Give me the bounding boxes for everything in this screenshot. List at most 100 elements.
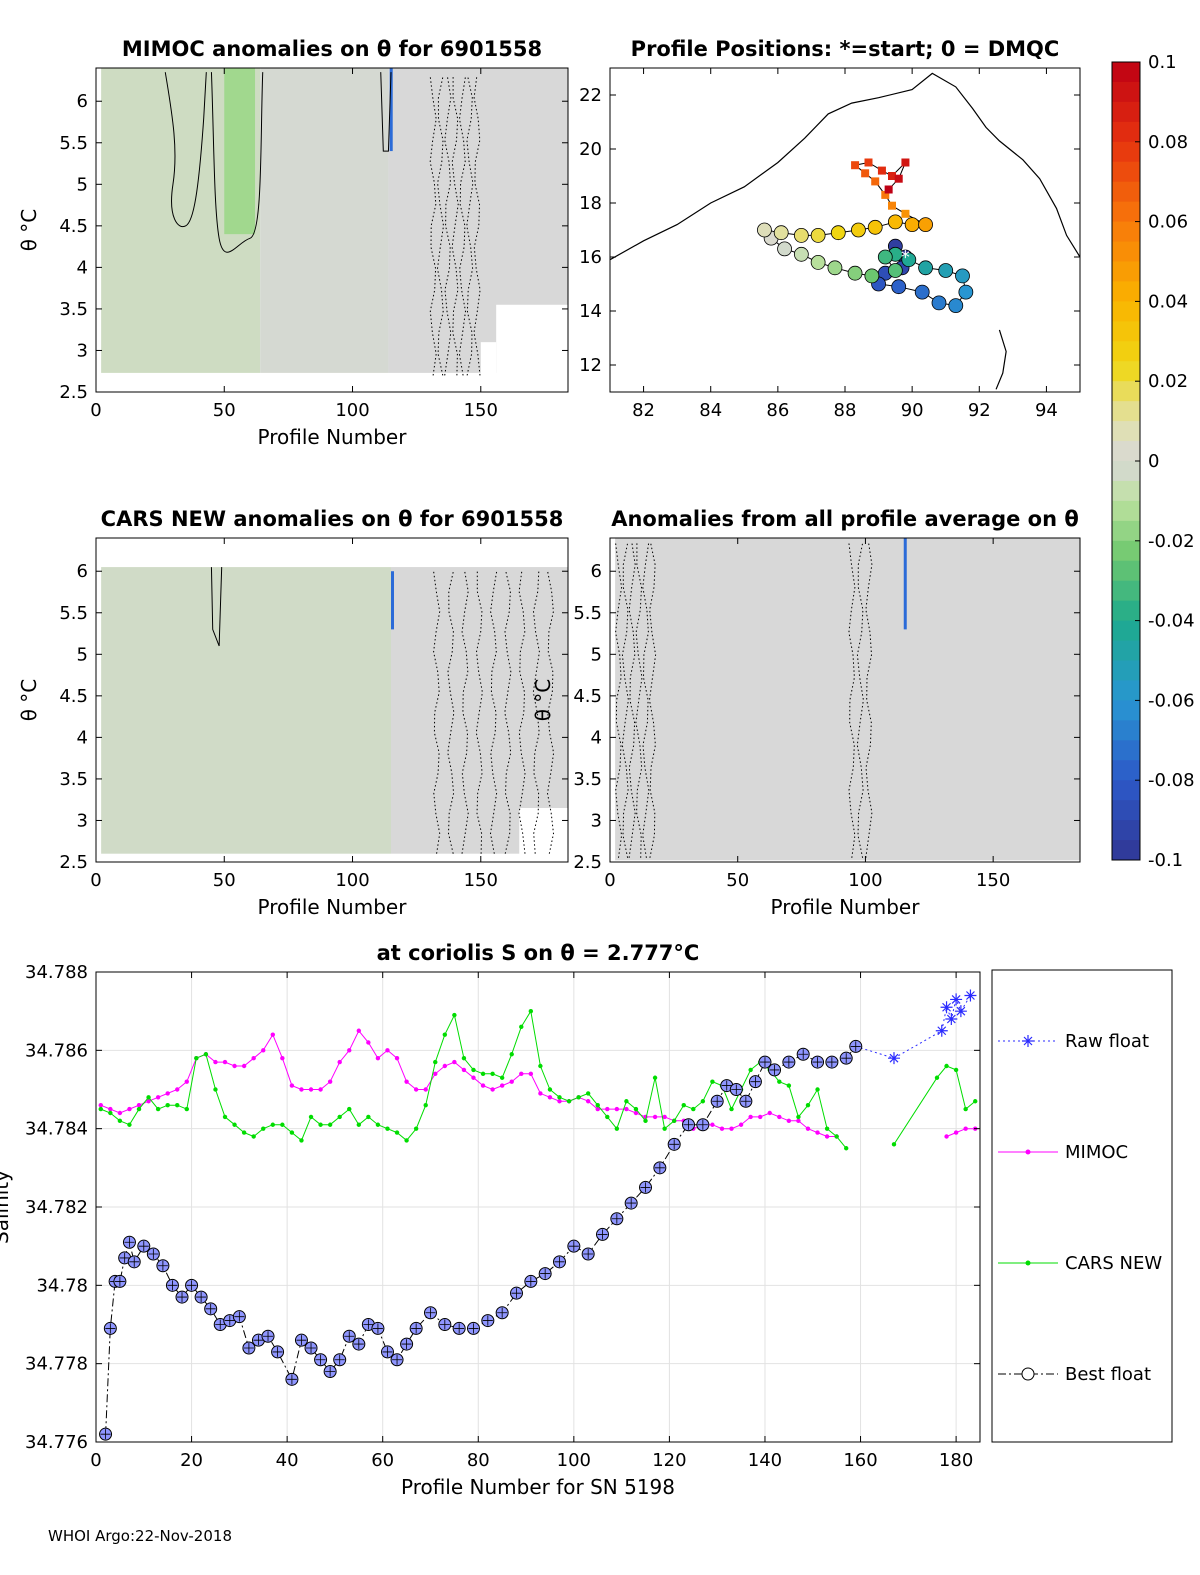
profile-position-marker — [887, 214, 903, 230]
series-point — [423, 1087, 428, 1092]
series-point — [528, 1071, 534, 1077]
contour-line — [473, 76, 481, 376]
x-tick-label: 60 — [371, 1450, 394, 1471]
series-point — [299, 1087, 304, 1092]
profile-position-marker — [861, 169, 870, 178]
series-point — [124, 1237, 135, 1248]
contour-line — [635, 542, 643, 858]
y-tick-label: 34.78 — [36, 1275, 88, 1296]
series-point — [394, 1055, 400, 1061]
profile-average-anomaly-panel: 0 50 100 150 2.5 3 3.5 4 4.5 5 5.5 6 Anomalies from … — [531, 507, 1081, 919]
contour-line — [856, 542, 864, 858]
series-point — [805, 1126, 811, 1131]
series-point — [482, 1315, 493, 1326]
series-point — [826, 1057, 837, 1068]
y-tick-label: 4.5 — [59, 686, 88, 707]
series-point — [306, 1343, 317, 1353]
series-point — [815, 1087, 820, 1092]
series-point — [392, 1354, 403, 1365]
series-point — [119, 1252, 130, 1263]
series-point — [433, 1071, 438, 1077]
y-tick-label: 3.5 — [59, 769, 88, 790]
legend-marker — [1021, 1367, 1035, 1381]
series-point — [337, 1114, 342, 1120]
series-point — [738, 1122, 744, 1127]
contour-line — [210, 72, 264, 253]
profile-position-marker — [830, 225, 846, 241]
coastline — [609, 72, 1081, 261]
series-point — [347, 1106, 352, 1112]
series-point — [538, 1091, 543, 1096]
series-point — [557, 1095, 562, 1100]
colorbar-tick-label: 0.06 — [1148, 212, 1188, 233]
contour-line — [615, 542, 623, 858]
series-point — [146, 1099, 151, 1104]
colorbar-segment — [1112, 261, 1140, 282]
anomaly-cell — [224, 68, 256, 235]
series-point — [468, 1323, 479, 1334]
series-point — [963, 1106, 968, 1112]
series-point — [224, 1315, 235, 1326]
series-point — [934, 1075, 940, 1080]
start-marker: * — [901, 247, 910, 268]
colorbar-tick-label: 0 — [1148, 451, 1159, 472]
series-point — [127, 1106, 132, 1112]
series-point — [241, 1063, 247, 1069]
profile-position-marker — [901, 158, 910, 167]
series-line — [946, 1128, 976, 1137]
series-point — [824, 1134, 830, 1139]
colorbar-segment — [1112, 640, 1140, 661]
series-point — [798, 1049, 809, 1060]
series-point — [243, 1343, 254, 1353]
series-point — [891, 1142, 897, 1147]
contour-line — [210, 567, 223, 647]
profile-position-marker — [867, 219, 883, 235]
series-point — [944, 1134, 949, 1139]
series-point — [186, 1280, 197, 1291]
colorbar-segment — [1112, 62, 1140, 83]
y-tick-label: 4.5 — [59, 216, 88, 237]
x-tick-label: 82 — [632, 400, 655, 421]
colorbar-segment — [1112, 500, 1140, 522]
profile-position-marker — [887, 263, 903, 278]
colorbar-segment — [1112, 560, 1140, 582]
colorbar-segment — [1112, 680, 1140, 701]
colorbar-tick-label: 0.02 — [1148, 371, 1188, 392]
colorbar-segment — [1112, 281, 1140, 302]
series-point — [454, 1323, 465, 1334]
series-point — [777, 1079, 782, 1084]
series-point — [353, 1339, 364, 1350]
series-point — [499, 1075, 505, 1080]
series-point — [605, 1114, 610, 1120]
x-tick-label: 84 — [699, 400, 722, 421]
series-point — [205, 1303, 216, 1314]
series-point — [232, 1063, 237, 1069]
series-point — [805, 1102, 811, 1108]
series-point — [442, 1032, 448, 1037]
series-point — [841, 1053, 852, 1064]
panel-title: MIMOC anomalies on θ for 6901558 — [122, 37, 542, 61]
anomaly-cell — [260, 68, 389, 373]
series-point — [289, 1130, 295, 1135]
colorbar-segment — [1112, 361, 1140, 382]
series-point — [234, 1311, 245, 1322]
panel-title: CARS NEW anomalies on θ for 6901558 — [101, 507, 564, 531]
contour-line — [436, 76, 445, 376]
series-point — [669, 1139, 680, 1150]
legend-marker — [1025, 1149, 1031, 1155]
series-point — [442, 1063, 448, 1069]
y-tick-label: 5.5 — [59, 603, 88, 624]
contour-line — [848, 542, 856, 858]
y-tick-label: 5 — [591, 644, 602, 665]
series-point — [196, 1292, 207, 1303]
y-tick-label: 34.788 — [25, 962, 88, 983]
y-tick-label: 4 — [77, 727, 88, 748]
y-tick-label: 14 — [579, 301, 602, 322]
andaman-islands — [995, 329, 1007, 390]
series-point — [583, 1249, 594, 1259]
contour-line — [621, 542, 629, 858]
series-point — [108, 1110, 113, 1116]
series-point — [327, 1079, 333, 1084]
x-tick-label: 100 — [557, 1450, 591, 1471]
series-point — [98, 1106, 103, 1112]
